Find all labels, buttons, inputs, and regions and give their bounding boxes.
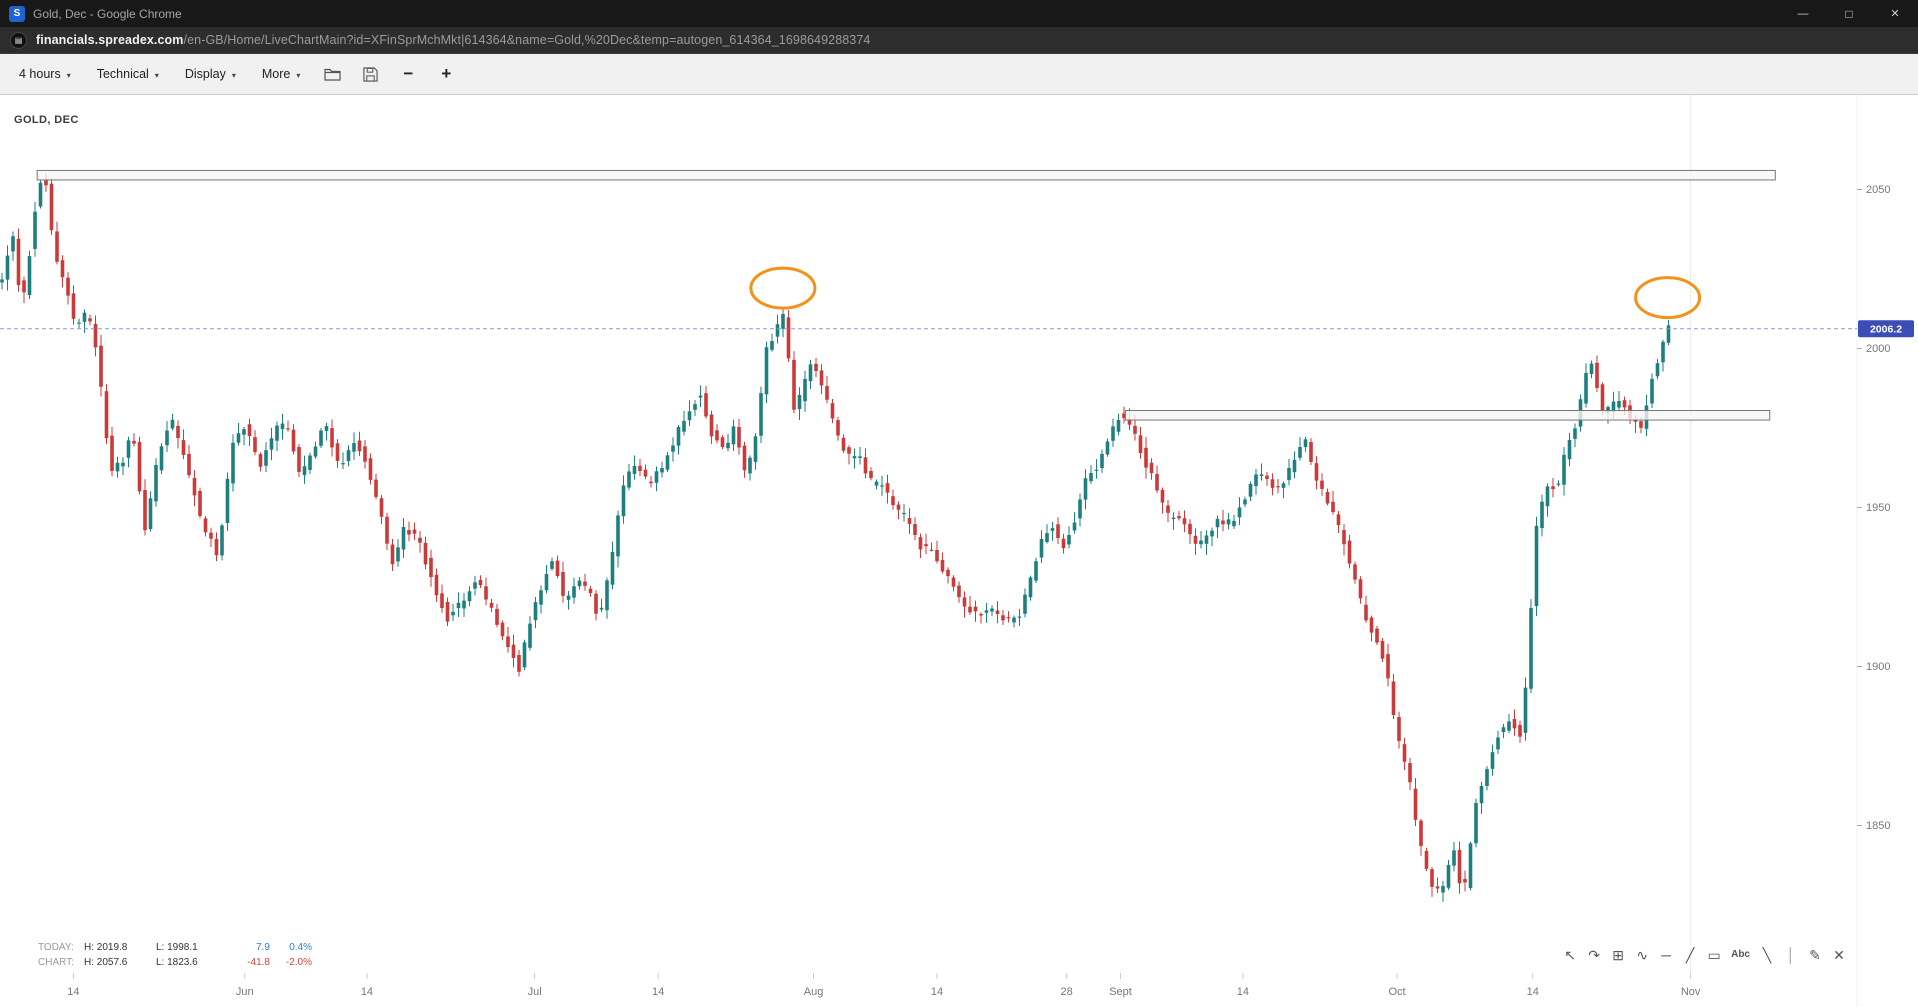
x-axis-label: 14 (931, 986, 943, 998)
delete-drawing-icon[interactable]: ✕ (1833, 947, 1845, 963)
chart-symbol-label: GOLD, DEC (14, 114, 79, 126)
resistance-zone-rect[interactable] (36, 169, 1776, 181)
more-dropdown-label: More (261, 67, 291, 81)
current-price-tag-value: 2006.2 (1870, 323, 1902, 335)
resistance-zone-rect[interactable] (1124, 410, 1771, 421)
save-floppy-icon (363, 66, 378, 82)
chevron-down-icon: ▾ (154, 70, 159, 80)
timeframe-dropdown[interactable]: 4 hours ▾ (10, 61, 80, 87)
x-axis-label: Jun (236, 986, 254, 998)
minimize-button[interactable]: — (1797, 7, 1809, 20)
data-table-tool-icon[interactable]: ⊞ (1612, 947, 1624, 963)
toolbar-divider: │ (1786, 947, 1796, 963)
more-dropdown[interactable]: More ▾ (253, 61, 310, 87)
address-bar[interactable]: ▤ financials.spreadex.com/en-GB/Home/Liv… (0, 27, 1918, 54)
display-dropdown-label: Display (184, 67, 226, 81)
y-axis-label: 1950 (1866, 502, 1890, 514)
today-label: TODAY: (38, 942, 74, 953)
page-info-icon[interactable]: ▤ (10, 31, 27, 49)
close-button[interactable]: ✕ (1890, 8, 1900, 20)
window-titlebar: S Gold, Dec - Google Chrome — □ ✕ (0, 0, 1918, 27)
window-controls: — □ ✕ (1780, 0, 1918, 27)
x-axis-label: Sept (1109, 986, 1132, 998)
highlight-ellipse[interactable] (1634, 276, 1702, 320)
candlestick-series (0, 174, 1671, 902)
current-price-tag (1858, 320, 1914, 338)
zoom-in-button[interactable]: + (441, 64, 452, 83)
open-chart-button[interactable] (317, 60, 347, 88)
x-axis-label: Nov (1681, 986, 1701, 998)
window-title: Gold, Dec - Google Chrome (33, 6, 182, 21)
timeframe-dropdown-label: 4 hours (19, 67, 61, 81)
url-path: /en-GB/Home/LiveChartMain?id=XFinSprMchM… (183, 33, 871, 47)
legend-chart-row: CHART: H: 2057.6 L: 1823.6 -41.8 -2.0% (38, 955, 312, 970)
today-change: 7.9 (256, 942, 270, 953)
zoom-out-button[interactable]: − (403, 64, 414, 83)
drawing-toolbar: ↖ ↷ ⊞ ∿ ─ ╱ ▭ Abc ╲ │ ✎ ✕ (1563, 946, 1846, 964)
x-axis-label: 14 (652, 986, 664, 998)
y-axis-label: 1900 (1866, 661, 1890, 673)
text-tool-icon[interactable]: Abc (1731, 949, 1750, 960)
technical-dropdown-label: Technical (96, 67, 149, 81)
chart-range-label: CHART: (38, 957, 74, 968)
x-axis-label: Oct (1388, 986, 1405, 998)
x-axis-label: 14 (1527, 986, 1539, 998)
y-axis-label: 1850 (1866, 820, 1890, 832)
save-chart-button[interactable] (355, 60, 385, 88)
chevron-down-icon: ▾ (231, 70, 236, 80)
page-url: financials.spreadex.com/en-GB/Home/LiveC… (36, 33, 870, 47)
display-dropdown[interactable]: Display ▾ (176, 61, 245, 87)
x-axis-label: 28 (1061, 986, 1073, 998)
technical-dropdown[interactable]: Technical ▾ (88, 61, 168, 87)
x-axis-label: Aug (804, 986, 824, 998)
chart-area: 2050 2000 1950 1900 1850 14 Jun 14 Jul 14 Aug 14 28 S… (0, 95, 1918, 1007)
site-favicon-icon: S (9, 5, 25, 22)
url-domain: financials.spreadex.com (36, 33, 184, 47)
pencil-tool-icon[interactable]: ✎ (1809, 947, 1821, 963)
line-tool-icon[interactable]: ╲ (1762, 947, 1772, 963)
folder-open-icon (324, 68, 341, 81)
y-axis-label: 2000 (1866, 343, 1890, 355)
chart-legend: TODAY: H: 2019.8 L: 1998.1 7.9 0.4% CHAR… (38, 940, 312, 970)
horizontal-line-tool-icon[interactable]: ─ (1661, 947, 1672, 963)
legend-today-row: TODAY: H: 2019.8 L: 1998.1 7.9 0.4% (38, 940, 312, 955)
trendline-tool-icon[interactable]: ╱ (1685, 947, 1695, 963)
chart-low: L: 1823.6 (156, 957, 198, 968)
today-low: L: 1998.1 (156, 942, 198, 953)
chart-change-pct: -2.0% (285, 957, 312, 968)
pointer-tool-icon[interactable]: ↖ (1564, 947, 1576, 963)
chevron-down-icon: ▾ (296, 70, 301, 80)
rectangle-tool-icon[interactable]: ▭ (1707, 947, 1721, 963)
maximize-button[interactable]: □ (1845, 6, 1853, 21)
today-change-pct: 0.4% (289, 942, 312, 953)
highlight-ellipse[interactable] (749, 266, 817, 310)
curved-arrow-tool-icon[interactable]: ↷ (1588, 947, 1600, 963)
x-axis-label: 14 (1237, 986, 1249, 998)
x-axis-label: 14 (361, 986, 373, 998)
x-axis-label: Jul (528, 986, 542, 998)
price-chart-canvas[interactable]: 2050 2000 1950 1900 1850 14 Jun 14 Jul 14 Aug 14 28 S… (0, 95, 1918, 1007)
y-axis-label: 2050 (1866, 184, 1890, 196)
chart-change: -41.8 (247, 957, 270, 968)
chart-toolbar: 4 hours ▾ Technical ▾ Display ▾ More ▾ −… (0, 54, 1918, 95)
chevron-down-icon: ▾ (66, 70, 71, 80)
today-high: H: 2019.8 (84, 942, 128, 953)
x-axis-label: 14 (67, 986, 79, 998)
chart-high: H: 2057.6 (84, 957, 128, 968)
chart-study-tool-icon[interactable]: ∿ (1636, 947, 1648, 963)
